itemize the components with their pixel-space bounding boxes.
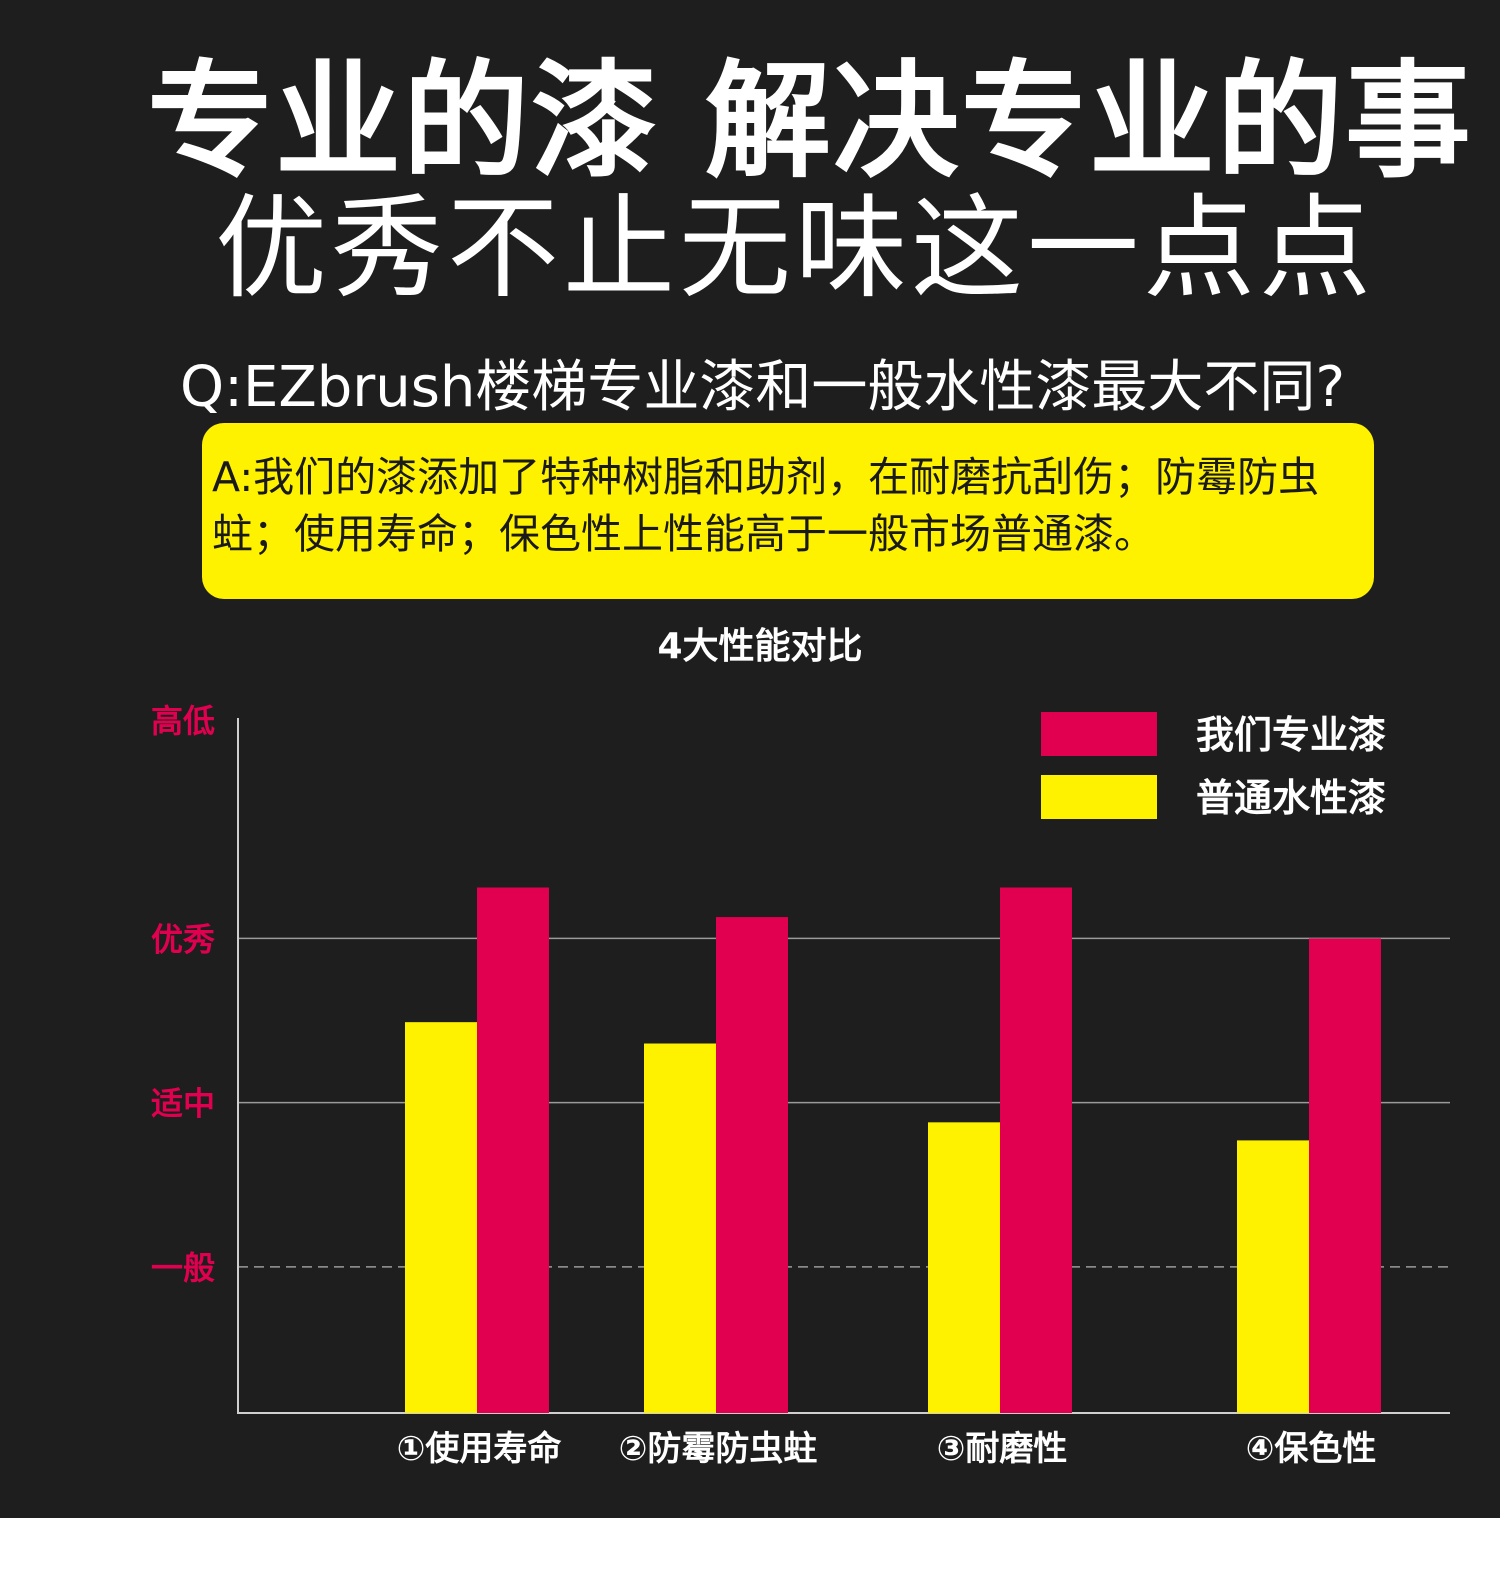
legend-label: 我们专业漆 [1196,713,1386,757]
x-category-label: ①使用寿命 [397,1429,562,1469]
legend-swatch [1041,712,1157,756]
bar-pro-paint [477,887,549,1413]
legend-swatch [1041,775,1157,819]
answer-box: A:我们的漆添加了特种树脂和助剂，在耐磨抗刮伤；防霉防虫蛀；使用寿命；保色性上性… [202,423,1374,599]
bar-pro-paint [716,917,788,1413]
legend-label: 普通水性漆 [1196,776,1386,820]
x-category-label: ④保色性 [1246,1429,1377,1469]
question-text: Q:EZbrush楼梯专业漆和一般水性漆最大不同? [180,355,1346,420]
bar-pro-paint [1000,887,1072,1413]
page-subtitle: 优秀不止无味这一点点 [215,184,1375,314]
y-level-label: 适中 [151,1085,215,1123]
bar-normal-paint [644,1043,716,1413]
chart-title: 4大性能对比 [657,626,862,667]
page-title: 专业的漆 解决专业的事 [147,48,1473,195]
answer-text: A:我们的漆添加了特种树脂和助剂，在耐磨抗刮伤；防霉防虫蛀；使用寿命；保色性上性… [212,453,1320,558]
bar-normal-paint [1237,1140,1309,1413]
x-category-label: ②防霉防虫蛀 [619,1429,818,1469]
bar-normal-paint [928,1122,1000,1413]
x-category-label: ③耐磨性 [937,1429,1068,1469]
y-level-label: 一般 [151,1249,215,1287]
bar-normal-paint [405,1022,477,1413]
bar-pro-paint [1309,938,1381,1413]
y-level-label: 高低 [151,702,215,740]
y-level-label: 优秀 [151,920,215,958]
